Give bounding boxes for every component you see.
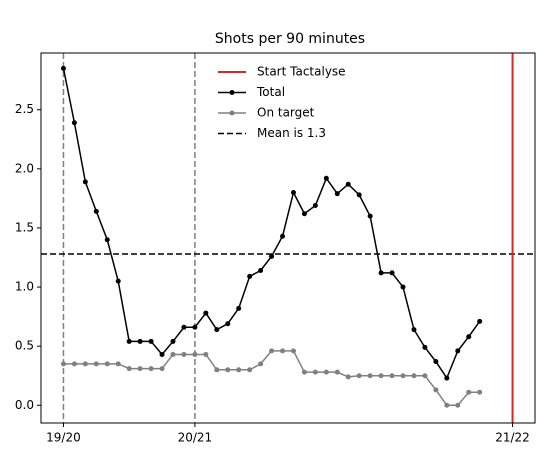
point: [411, 373, 417, 379]
y-tick-label: 1.5: [15, 220, 34, 234]
x-tick-label: 20/21: [178, 431, 213, 445]
point: [115, 361, 121, 367]
point: [345, 181, 351, 187]
series-line: [63, 350, 480, 407]
point: [192, 351, 198, 357]
point: [301, 211, 307, 217]
point: [455, 348, 461, 354]
point: [433, 359, 439, 365]
point: [477, 318, 483, 324]
legend-label: Total: [256, 85, 285, 99]
point: [159, 366, 165, 372]
point: [466, 334, 472, 340]
point: [181, 351, 187, 357]
point: [345, 374, 351, 380]
point: [455, 402, 461, 408]
point: [389, 270, 395, 276]
point: [400, 373, 406, 379]
point: [466, 389, 472, 395]
y-tick-label: 0.5: [15, 339, 34, 353]
point: [115, 278, 121, 284]
point: [356, 373, 362, 379]
point: [477, 389, 483, 395]
point: [378, 270, 384, 276]
x-tick-label: 21/22: [495, 431, 530, 445]
point: [378, 373, 384, 379]
axes-frame: [40, 52, 536, 424]
point: [258, 268, 264, 274]
point: [367, 213, 373, 219]
point: [214, 367, 220, 373]
point: [148, 366, 154, 372]
point: [269, 348, 275, 354]
point: [60, 361, 66, 367]
point: [170, 351, 176, 357]
point: [334, 191, 340, 197]
point: [104, 361, 110, 367]
y-tick-label: 1.0: [15, 280, 34, 294]
y-tick-label: 0.0: [15, 398, 34, 412]
point: [323, 175, 329, 181]
point: [71, 120, 77, 126]
point: [71, 361, 77, 367]
point: [312, 369, 318, 375]
point: [82, 361, 88, 367]
point: [312, 202, 318, 208]
point: [225, 321, 231, 327]
point: [258, 361, 264, 367]
point: [411, 327, 417, 333]
y-tick-label: 2.0: [15, 161, 34, 175]
point: [60, 65, 66, 71]
point: [280, 233, 286, 239]
point: [433, 387, 439, 393]
point: [137, 338, 143, 344]
legend-label: Mean is 1.3: [257, 126, 326, 140]
point: [203, 351, 209, 357]
chart-title: Shots per 90 minutes: [215, 31, 365, 47]
legend-marker: [229, 110, 235, 116]
point: [356, 192, 362, 198]
point: [170, 338, 176, 344]
point: [444, 375, 450, 381]
point: [225, 367, 231, 373]
point: [214, 327, 220, 333]
point: [148, 338, 154, 344]
point: [247, 367, 253, 373]
point: [269, 253, 275, 259]
point: [126, 366, 132, 372]
point: [301, 369, 307, 375]
point: [159, 351, 165, 357]
point: [334, 369, 340, 375]
point: [203, 310, 209, 316]
point: [400, 284, 406, 290]
point: [444, 402, 450, 408]
legend-label: Start Tactalyse: [257, 65, 346, 79]
point: [104, 237, 110, 243]
point: [290, 348, 296, 354]
point: [126, 338, 132, 344]
point: [236, 305, 242, 311]
point: [367, 373, 373, 379]
legend-label: On target: [257, 106, 315, 120]
point: [192, 324, 198, 330]
point: [82, 179, 88, 185]
legend-marker: [229, 90, 235, 95]
point: [137, 366, 143, 372]
point: [422, 344, 428, 350]
point: [389, 373, 395, 379]
point: [422, 373, 428, 379]
point: [93, 208, 99, 214]
point: [290, 189, 296, 195]
point: [323, 369, 329, 375]
point: [236, 367, 242, 373]
x-tick-label: 19/20: [46, 431, 81, 445]
point: [280, 348, 286, 354]
point: [247, 273, 253, 279]
point: [93, 361, 99, 367]
point: [181, 324, 187, 330]
y-tick-label: 2.5: [15, 102, 34, 116]
